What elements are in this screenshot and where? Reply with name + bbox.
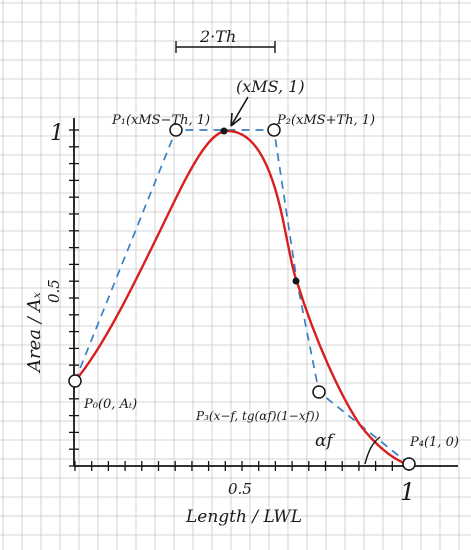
y-tick-one: 1	[50, 121, 64, 146]
peak-label: (xMS, 1)	[236, 77, 305, 96]
label-p0: P₀(0, Aₜ)	[83, 397, 137, 412]
label-p2: P₂(xMS+Th, 1)	[276, 113, 375, 128]
control-polygon	[74, 129, 410, 465]
span-marker	[175, 41, 276, 53]
x-axis-title: Length / LWL	[185, 507, 302, 527]
angle-arc	[364, 436, 381, 465]
x-tick-half: 0.5	[228, 480, 252, 498]
peak-arrow	[230, 96, 249, 127]
peak-point	[220, 127, 228, 135]
control-point-p1	[169, 123, 183, 137]
control-point-p0	[68, 374, 82, 388]
y-axis-title: Area / Aₓ	[24, 292, 45, 374]
area-curve	[74, 129, 410, 467]
control-point-p3	[312, 385, 326, 399]
control-point-p4	[402, 457, 416, 471]
control-point-p2	[267, 123, 281, 137]
junction-point	[292, 277, 300, 285]
angle-label: αf	[315, 431, 335, 451]
label-p1: P₁(xMS−Th, 1)	[111, 113, 210, 128]
label-p4: P₄(1, 0)	[409, 435, 459, 450]
x-axis-ticks	[74, 461, 410, 471]
y-axis-ticks	[69, 129, 79, 467]
y-tick-half: 0.5	[45, 279, 63, 303]
span-label: 2·Th	[199, 27, 236, 46]
x-tick-one: 1	[400, 478, 415, 506]
label-p3: P₃(x−f, tg(αf)(1−xf))	[195, 409, 320, 423]
